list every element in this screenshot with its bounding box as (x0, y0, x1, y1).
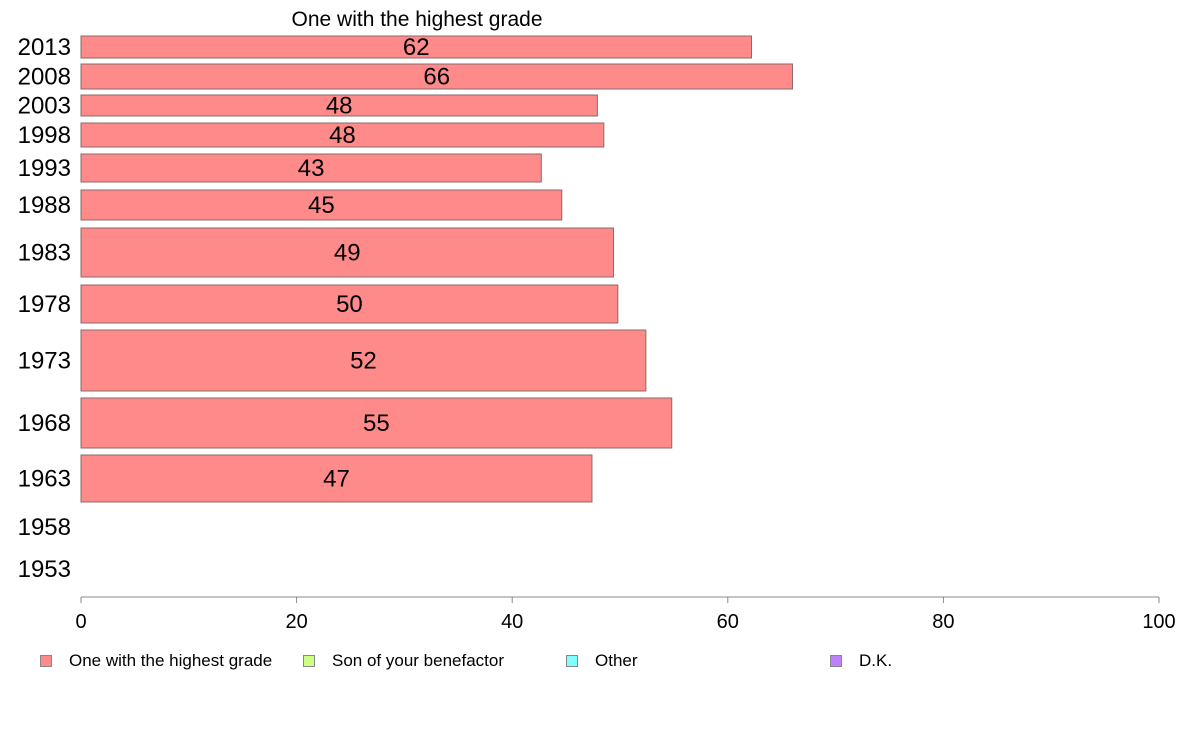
x-tick-label: 60 (717, 611, 739, 633)
category-label: 2003 (18, 93, 71, 120)
legend-item: D.K. (830, 650, 892, 672)
bar-value-label: 48 (326, 93, 353, 120)
legend: One with the highest grade Son of your b… (40, 650, 1160, 672)
bar-value-label: 52 (350, 348, 377, 375)
category-label: 2008 (18, 64, 71, 91)
x-axis: 0 20 40 60 80 100 (75, 596, 1176, 633)
bar (80, 397, 673, 449)
bars (80, 35, 793, 503)
bar-value-label: 43 (298, 155, 325, 182)
legend-item: One with the highest grade (40, 650, 272, 672)
legend-item: Son of your benefactor (303, 650, 504, 672)
bar (80, 94, 598, 117)
legend-swatch (40, 655, 52, 667)
legend-label: Son of your benefactor (332, 651, 505, 670)
x-tick-label: 0 (75, 611, 86, 633)
bar (80, 227, 615, 278)
legend-label: D.K. (859, 651, 893, 670)
category-label: 1968 (18, 410, 71, 437)
bar-value-label: 55 (363, 410, 390, 437)
x-tick-label: 100 (1142, 611, 1175, 633)
category-label: 2013 (18, 34, 71, 61)
category-label: 1963 (18, 466, 71, 493)
bar (80, 454, 593, 503)
bar (80, 122, 605, 148)
bar (80, 35, 753, 59)
category-label: 1983 (18, 240, 71, 267)
bar (80, 153, 542, 183)
category-label: 1998 (18, 122, 71, 149)
legend-swatch (566, 655, 578, 667)
chart-title: One with the highest grade (292, 8, 543, 31)
category-label: 1958 (18, 514, 71, 541)
bar-value-label: 50 (336, 291, 363, 318)
x-tick-label: 80 (932, 611, 954, 633)
bar-value-label: 49 (334, 240, 361, 267)
bar (80, 63, 793, 90)
legend-label: Other (595, 651, 638, 670)
bar (80, 329, 647, 392)
bar-value-label: 66 (423, 64, 450, 91)
legend-label: One with the highest grade (69, 651, 273, 670)
bar-value-label: 48 (329, 122, 356, 149)
category-label: 1953 (18, 556, 71, 583)
category-label: 1978 (18, 291, 71, 318)
bar-value-label: 47 (323, 466, 350, 493)
x-tick-label: 20 (285, 611, 307, 633)
bar-value-label: 45 (308, 192, 335, 219)
category-label: 1988 (18, 192, 71, 219)
category-label: 1993 (18, 155, 71, 182)
bar (80, 189, 563, 221)
bar-value-label: 62 (403, 34, 430, 61)
legend-swatch (830, 655, 842, 667)
legend-swatch (303, 655, 315, 667)
category-label: 1973 (18, 348, 71, 375)
x-tick-label: 40 (501, 611, 523, 633)
bar (80, 284, 619, 324)
legend-item: Other (566, 650, 638, 672)
